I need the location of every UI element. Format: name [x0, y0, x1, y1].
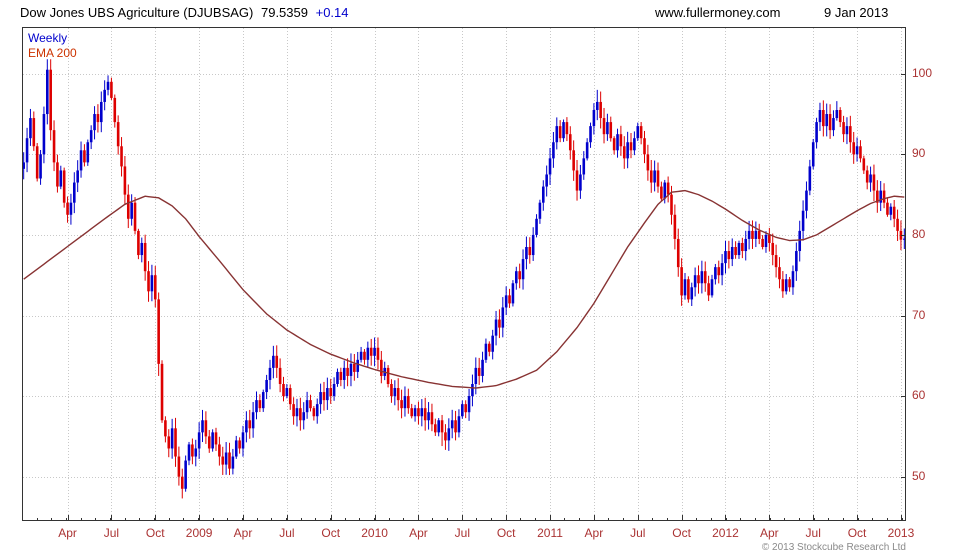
x-axis-label: Oct [321, 526, 341, 540]
x-axis-label: Apr [233, 526, 253, 540]
ema-label: EMA 200 [28, 46, 77, 60]
timeframe-label: Weekly [28, 31, 68, 45]
x-axis-label: Apr [760, 526, 779, 540]
x-axis-label: Jul [454, 526, 470, 540]
x-axis-label: Oct [847, 526, 867, 540]
y-axis-label: 80 [912, 226, 926, 241]
x-axis-label: 2013 [887, 526, 915, 540]
x-axis-label: Apr [58, 526, 77, 540]
x-axis-label: Jul [103, 526, 120, 540]
y-axis-label: 100 [912, 65, 933, 80]
x-axis-label: 2010 [361, 526, 388, 540]
y-axis-label: 50 [912, 468, 926, 483]
chart-date: 9 Jan 2013 [824, 5, 889, 20]
x-axis-label: 2011 [537, 526, 563, 540]
chart-title: Dow Jones UBS Agriculture (DJUBSAG) [20, 5, 254, 20]
price-change: +0.14 [315, 5, 349, 20]
x-axis-label: 2009 [185, 526, 213, 540]
y-axis-label: 60 [912, 388, 926, 403]
x-axis-label: Oct [145, 526, 165, 540]
x-axis-label: 2012 [712, 526, 739, 540]
last-price: 79.5359 [260, 5, 308, 20]
x-axis-label: Jul [630, 526, 646, 540]
x-axis-label: Jul [805, 526, 821, 540]
header: Dow Jones UBS Agriculture (DJUBSAG) 79.5… [20, 5, 353, 20]
x-axis-label: Apr [409, 526, 428, 540]
price-chart [22, 27, 906, 521]
fullermoney-url: www.fullermoney.com [655, 5, 781, 20]
copyright: © 2013 Stockcube Research Ltd [761, 542, 906, 553]
x-axis-label: Apr [584, 526, 604, 540]
x-axis-label: Jul [279, 526, 295, 540]
y-axis-label: 90 [912, 146, 926, 161]
y-axis-label: 70 [912, 307, 926, 322]
x-axis-label: Oct [496, 526, 516, 540]
x-axis-label: Oct [672, 526, 691, 540]
